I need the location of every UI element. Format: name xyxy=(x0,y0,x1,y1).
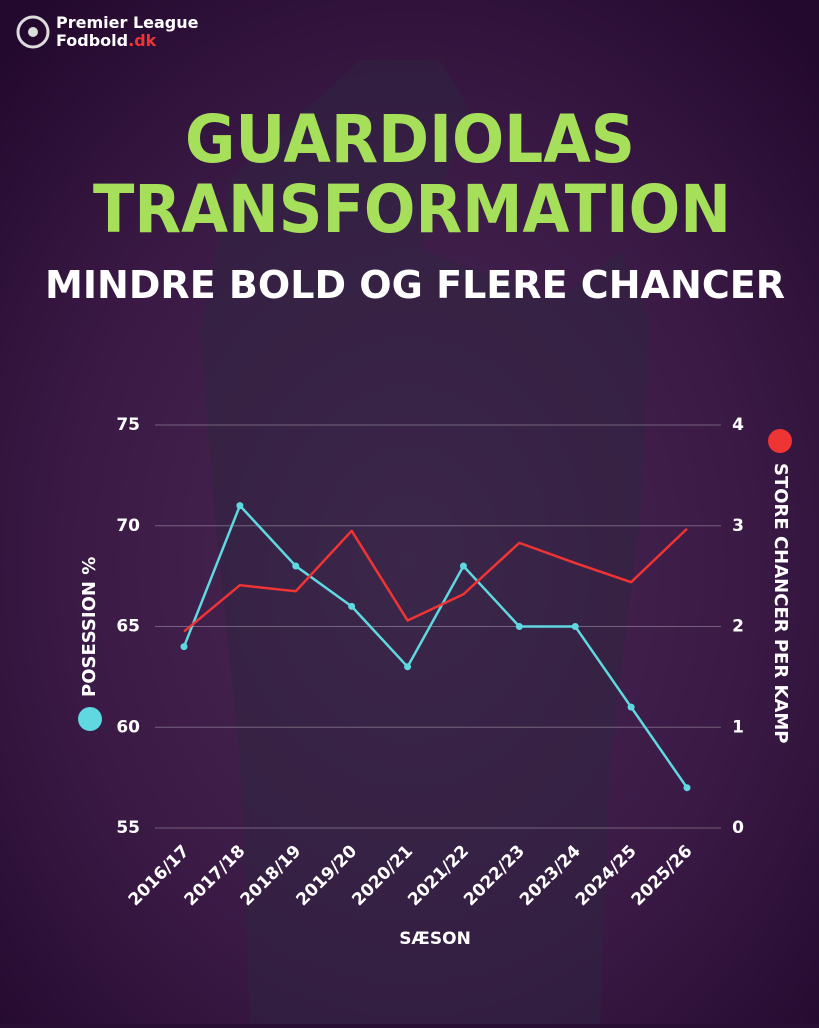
series-point xyxy=(180,643,188,651)
y2-tick-label: 1 xyxy=(732,717,744,737)
brand-logo xyxy=(16,15,50,49)
series-point xyxy=(627,703,635,711)
legend-label: STORE CHANCER PER KAMP xyxy=(770,463,791,743)
legend-item: POSESSION % xyxy=(78,557,102,731)
title-line: GUARDIOLAS xyxy=(185,101,635,178)
y-tick-label: 60 xyxy=(116,717,140,737)
y-tick-label: 70 xyxy=(116,516,140,536)
brand-line1: Premier League xyxy=(56,13,199,32)
series-point xyxy=(515,623,523,630)
legend-item: STORE CHANCER PER KAMP xyxy=(768,429,792,743)
series-point xyxy=(292,562,300,570)
series-point xyxy=(571,623,579,630)
y-tick-label: 75 xyxy=(116,415,140,435)
brand-line2: Fodbold.dk xyxy=(56,31,157,50)
brand: Premier League Fodbold.dk xyxy=(16,13,199,50)
y2-tick-label: 0 xyxy=(732,818,744,838)
series-line xyxy=(182,504,689,789)
x-axis-label: SÆSON xyxy=(399,929,471,949)
series-point xyxy=(236,502,244,510)
y2-tick-label: 2 xyxy=(732,617,744,637)
legend-label: POSESSION % xyxy=(79,557,100,697)
subtitle: MINDRE BOLD OG FLERE CHANCER xyxy=(45,263,785,307)
legend-marker xyxy=(768,429,792,453)
brand-logo-center xyxy=(28,27,38,37)
legend-marker xyxy=(78,707,102,731)
series-point xyxy=(683,784,691,792)
y2-tick-label: 4 xyxy=(732,415,744,435)
series-point xyxy=(459,562,467,570)
player-silhouette xyxy=(200,60,650,1024)
series-point xyxy=(404,663,412,671)
series-point xyxy=(348,602,356,610)
y-tick-label: 55 xyxy=(116,818,140,838)
brand-name: Fodbold xyxy=(56,31,128,50)
series-line xyxy=(183,527,688,633)
title-line: TRANSFORMATION xyxy=(93,171,731,248)
brand-suffix: .dk xyxy=(128,31,157,50)
y-tick-label: 65 xyxy=(116,617,140,637)
y2-tick-label: 3 xyxy=(732,516,744,536)
